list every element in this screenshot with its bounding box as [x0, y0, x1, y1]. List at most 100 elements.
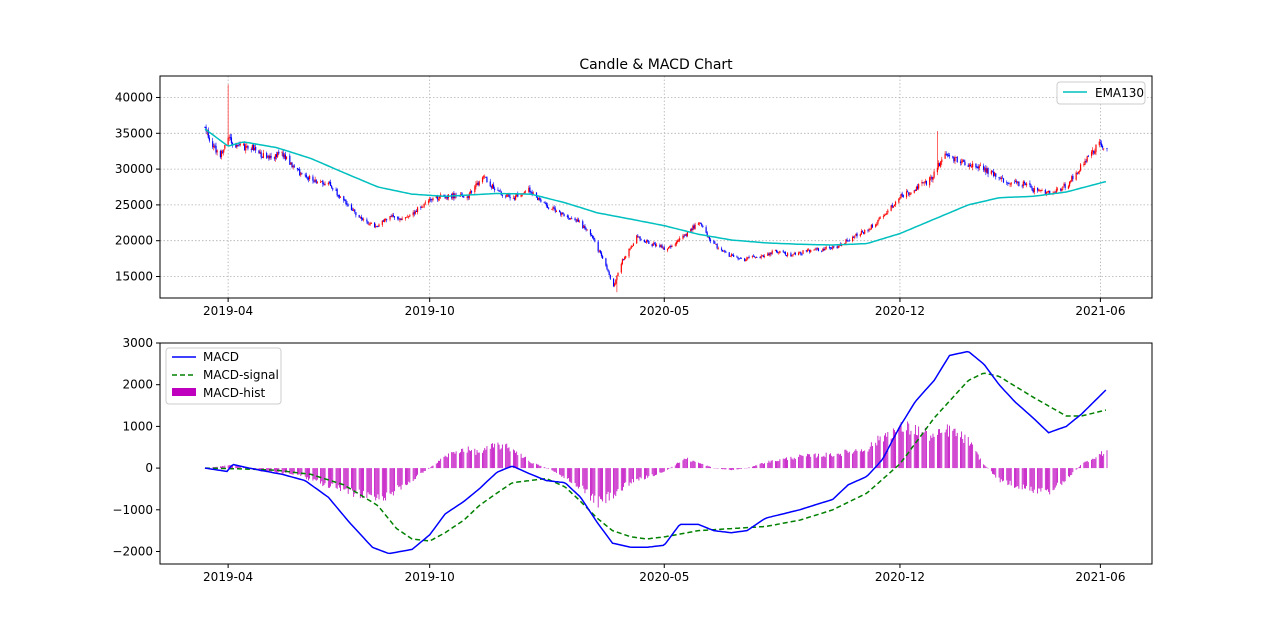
candle-body: [833, 246, 835, 248]
x-tick-label: 2021-06: [1075, 570, 1125, 584]
candle-body: [647, 240, 649, 242]
x-tick-label: 2020-12: [875, 304, 925, 318]
macd-hist-bar: [836, 453, 838, 469]
macd-hist-bar: [344, 468, 346, 490]
macd-hist-bar: [574, 468, 576, 484]
macd-hist-bar: [693, 460, 695, 469]
candle-legend: EMA130: [1056, 81, 1146, 105]
macd-hist-bar: [748, 467, 750, 469]
macd-hist-bar: [275, 468, 276, 472]
macd-hist-bar: [630, 468, 632, 484]
candle-body: [429, 199, 431, 201]
candle-body: [876, 223, 878, 225]
macd-hist-bar: [477, 452, 479, 469]
macd-hist-bar: [532, 463, 534, 469]
macd-hist-bar: [702, 463, 704, 469]
candle-body: [930, 177, 932, 179]
candle-body: [809, 250, 811, 252]
macd-hist-bar: [315, 468, 317, 481]
y-tick-label: 2000: [122, 378, 153, 392]
macd-hist-bar: [759, 463, 761, 469]
candle-body: [320, 181, 322, 183]
candle-body: [905, 191, 908, 198]
candle-body: [747, 256, 749, 258]
macd-hist-bar: [1046, 468, 1047, 491]
macd-hist-bar: [298, 468, 300, 475]
candle-body: [946, 153, 948, 156]
macd-hist-bar: [239, 466, 241, 469]
candle-body: [1040, 189, 1042, 191]
macd-hist-bar: [924, 427, 926, 469]
candle-body: [887, 210, 889, 213]
candle-body: [293, 165, 295, 168]
macd-hist-bar: [870, 442, 872, 469]
candle-body: [1077, 171, 1079, 174]
candle-body: [909, 193, 911, 196]
macd-hist-bar: [971, 442, 972, 469]
candle-body: [1046, 191, 1049, 193]
candle-body: [768, 253, 770, 256]
candle-body: [578, 221, 581, 223]
candle-body: [751, 256, 753, 258]
macd-hist-bar: [894, 430, 895, 469]
candle-body: [999, 178, 1001, 180]
macd-hist-bar: [1062, 468, 1064, 482]
macd-hist-bar: [738, 468, 740, 469]
candle-body: [432, 198, 434, 201]
macd-hist-bar: [355, 468, 357, 492]
candle-body: [575, 220, 577, 222]
macd-hist-bar: [931, 437, 933, 469]
candle-body: [679, 238, 681, 241]
candle-body: [837, 246, 839, 249]
candle-body: [435, 196, 437, 199]
macd-hist-bar: [584, 468, 586, 494]
macd-line: [204, 350, 1107, 555]
candle-body: [859, 233, 861, 237]
macd-hist-bar: [898, 427, 900, 469]
macd-hist-bar: [525, 456, 526, 469]
macd-hist-bar: [815, 457, 817, 469]
candle-body: [415, 210, 418, 212]
macd-hist-bar: [321, 468, 323, 482]
macd-hist-bar: [799, 454, 801, 469]
candle-body: [738, 258, 740, 260]
candle-body: [708, 236, 711, 240]
candle-body: [1013, 182, 1016, 184]
macd-hist-bar: [956, 432, 958, 469]
candle-body: [469, 191, 472, 194]
candle-body: [831, 247, 833, 249]
macd-hist-bar: [331, 468, 333, 484]
candle-body: [629, 248, 631, 250]
macd-hist-bar: [412, 468, 414, 482]
macd-hist-bar: [824, 457, 826, 469]
macd-hist-bar: [459, 453, 460, 469]
macd-hist-bar: [620, 468, 622, 491]
macd-hist-bar: [385, 468, 387, 501]
candle-body: [779, 250, 781, 253]
candle-body: [494, 188, 496, 191]
macd-hist-bar: [793, 457, 795, 469]
macd-hist-bar: [566, 468, 568, 479]
candle-body: [929, 177, 931, 186]
macd-hist-bar: [417, 468, 418, 475]
macd-hist-bar: [968, 445, 970, 469]
macd-hist-bar: [936, 434, 938, 469]
candle-body: [338, 195, 340, 198]
candle-body: [375, 226, 377, 228]
macd-hist-bar: [494, 443, 496, 469]
macd-hist-bar: [1060, 468, 1062, 484]
candle-body: [253, 147, 256, 151]
candle-body: [682, 235, 684, 239]
candle-body: [300, 173, 302, 176]
candle-body: [840, 244, 843, 247]
macd-hist-bar: [583, 468, 585, 489]
candle-body: [481, 177, 484, 183]
candle-body: [219, 151, 222, 158]
y-tick-label: 25000: [115, 198, 153, 212]
candle-body: [576, 219, 578, 222]
macd-hist-bar: [633, 468, 634, 483]
candle-body: [674, 244, 676, 246]
candle-body: [327, 182, 329, 185]
macd-hist-bar: [913, 434, 915, 469]
